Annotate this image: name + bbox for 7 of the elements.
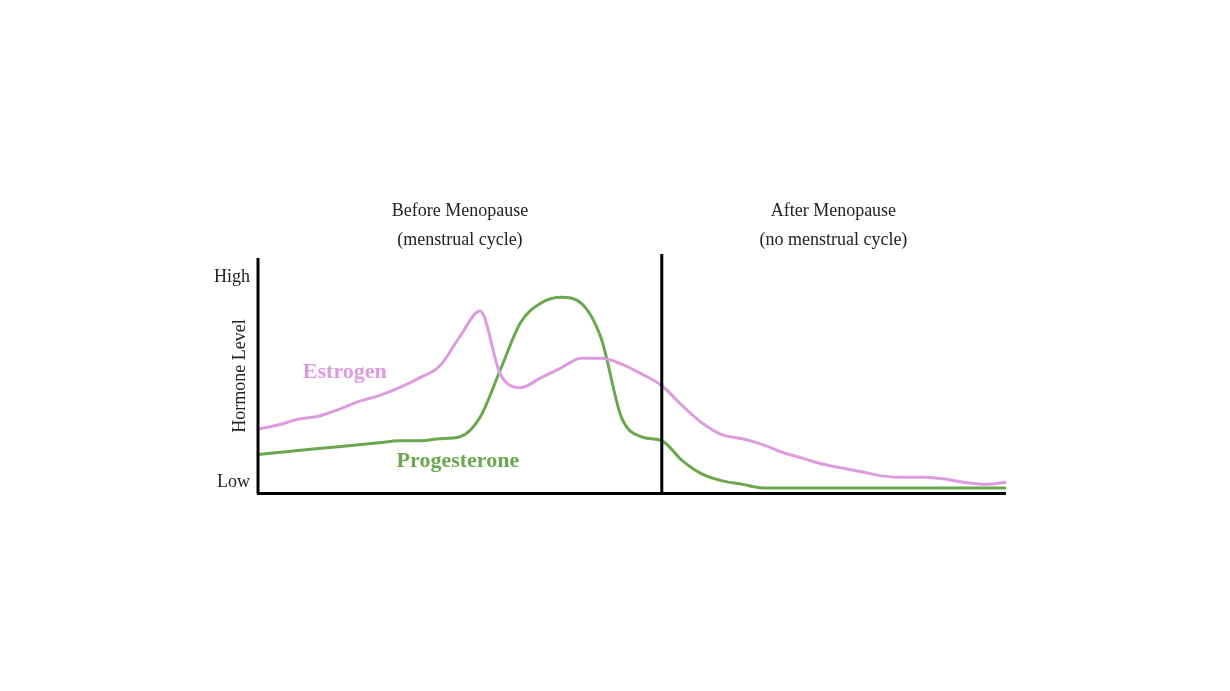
text: Before Menopause (menstrual cycle) [391, 199, 529, 250]
text: After Menopause (no menstrual cycle) [759, 199, 908, 250]
text: High [214, 265, 250, 286]
text: Low [217, 470, 250, 491]
series-label: Estrogen [302, 357, 387, 383]
series-label: Progesterone [396, 447, 520, 473]
y-axis-title: Hormone Level [228, 319, 249, 433]
